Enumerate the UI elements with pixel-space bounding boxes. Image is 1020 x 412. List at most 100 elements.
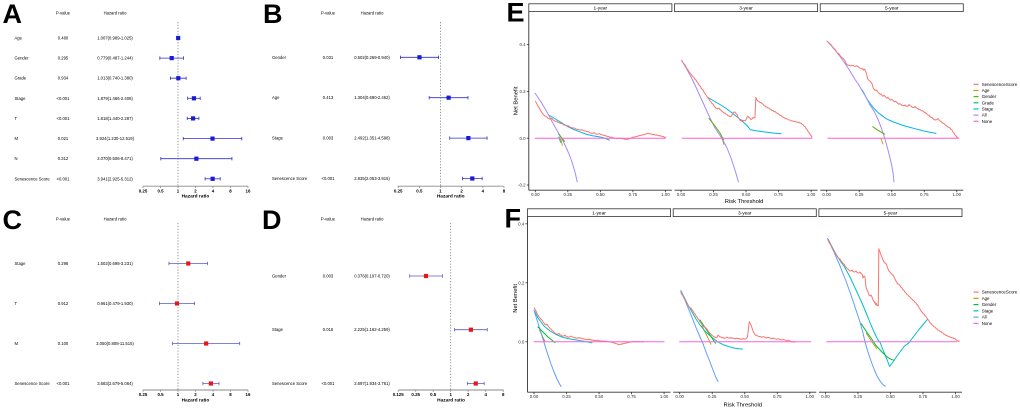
svg-text:<0.001: <0.001 — [57, 116, 71, 121]
svg-text:0.75: 0.75 — [627, 394, 636, 399]
svg-text:0.25: 0.25 — [709, 192, 718, 197]
svg-text:Gender: Gender — [272, 274, 287, 279]
svg-text:Age: Age — [15, 36, 23, 41]
svg-text:1: 1 — [449, 392, 452, 397]
svg-text:<0.001: <0.001 — [57, 176, 71, 181]
svg-text:0.00: 0.00 — [677, 192, 686, 197]
svg-text:0.5: 0.5 — [416, 188, 423, 193]
svg-text:1.879(1.466-2.408): 1.879(1.466-2.408) — [97, 96, 133, 101]
svg-text:1-year: 1-year — [594, 5, 608, 11]
svg-text:Hazard ratio: Hazard ratio — [182, 194, 210, 200]
svg-text:Stage: Stage — [272, 136, 284, 141]
svg-text:0.4: 0.4 — [518, 221, 525, 226]
svg-text:<0.001: <0.001 — [57, 381, 71, 386]
svg-text:1.00: 1.00 — [807, 192, 816, 197]
svg-text:0.25: 0.25 — [562, 394, 571, 399]
svg-text:0.100: 0.100 — [58, 341, 69, 346]
svg-text:All: All — [982, 315, 987, 320]
svg-text:Senescence Score: Senescence Score — [272, 176, 308, 181]
svg-text:0.2: 0.2 — [518, 280, 525, 285]
svg-text:T: T — [15, 116, 18, 121]
svg-text:0.003: 0.003 — [323, 274, 334, 279]
svg-text:4: 4 — [212, 392, 215, 397]
svg-text:P-value: P-value — [321, 11, 336, 16]
svg-text:0.0: 0.0 — [519, 136, 526, 141]
svg-text:0.295: 0.295 — [58, 56, 69, 61]
svg-text:Gender: Gender — [272, 55, 287, 60]
svg-text:0.125: 0.125 — [393, 392, 405, 397]
svg-text:0.031: 0.031 — [323, 55, 334, 60]
svg-text:Gender: Gender — [15, 56, 30, 61]
svg-text:0.50: 0.50 — [595, 394, 604, 399]
svg-text:0.75: 0.75 — [919, 394, 928, 399]
svg-text:Gender: Gender — [982, 94, 997, 99]
svg-text:16: 16 — [246, 392, 251, 397]
svg-text:2: 2 — [194, 188, 197, 193]
svg-text:0.50: 0.50 — [887, 192, 896, 197]
svg-text:0.003: 0.003 — [323, 136, 334, 141]
svg-text:0.2: 0.2 — [519, 89, 526, 94]
svg-text:None: None — [982, 321, 993, 326]
svg-text:Risk Threshold: Risk Threshold — [725, 199, 764, 205]
svg-text:Hazard ratio: Hazard ratio — [104, 217, 127, 222]
svg-text:2.697(1.934-3.761): 2.697(1.934-3.761) — [354, 381, 390, 386]
svg-text:P-value: P-value — [321, 217, 336, 222]
svg-text:N: N — [15, 156, 18, 161]
svg-text:8: 8 — [229, 188, 232, 193]
svg-text:0.25: 0.25 — [855, 192, 864, 197]
svg-text:0.25: 0.25 — [394, 188, 403, 193]
svg-text:<0.001: <0.001 — [322, 176, 336, 181]
svg-text:1.00: 1.00 — [660, 394, 669, 399]
svg-text:0.961(0.479-1.930): 0.961(0.479-1.930) — [97, 301, 133, 306]
svg-text:Senescence Score: Senescence Score — [15, 381, 51, 386]
svg-text:8: 8 — [502, 392, 505, 397]
svg-text:SenescenceScore: SenescenceScore — [982, 82, 1018, 87]
svg-text:1.00: 1.00 — [661, 192, 670, 197]
svg-text:<0.001: <0.001 — [322, 381, 336, 386]
svg-text:0.25: 0.25 — [854, 394, 863, 399]
svg-text:0.25: 0.25 — [139, 188, 148, 193]
svg-text:Hazard ratio: Hazard ratio — [182, 398, 210, 404]
svg-text:1: 1 — [439, 188, 442, 193]
svg-text:Risk Threshold: Risk Threshold — [723, 403, 762, 409]
svg-text:2.225(1.162-4.259): 2.225(1.162-4.259) — [354, 327, 390, 332]
svg-text:Hazard ratio: Hazard ratio — [361, 217, 384, 222]
svg-text:2.070(0.506-8.471): 2.070(0.506-8.471) — [97, 156, 133, 161]
svg-text:Hazard ratio: Hazard ratio — [437, 398, 465, 404]
svg-text:All: All — [982, 113, 987, 118]
svg-text:0.5: 0.5 — [157, 392, 164, 397]
svg-text:0.75: 0.75 — [774, 192, 783, 197]
svg-text:4: 4 — [484, 392, 487, 397]
svg-text:Senescence Score: Senescence Score — [15, 176, 51, 181]
svg-text:Gender: Gender — [982, 302, 997, 307]
svg-text:0.25: 0.25 — [708, 394, 717, 399]
svg-text:Grade: Grade — [15, 76, 27, 81]
svg-text:0.75: 0.75 — [920, 192, 929, 197]
svg-text:Stage: Stage — [15, 261, 27, 266]
svg-text:0.5: 0.5 — [157, 188, 164, 193]
svg-text:1.007(0.989-1.025): 1.007(0.989-1.025) — [97, 36, 133, 41]
svg-text:0.50: 0.50 — [886, 394, 895, 399]
svg-text:2.492(1.351-4.598): 2.492(1.351-4.598) — [354, 136, 390, 141]
svg-text:0.75: 0.75 — [773, 394, 782, 399]
svg-text:1: 1 — [177, 392, 180, 397]
svg-text:T: T — [15, 301, 18, 306]
svg-text:3.941(2.925-5.312): 3.941(2.925-5.312) — [97, 176, 133, 181]
svg-text:None: None — [982, 119, 993, 124]
svg-text:0.00: 0.00 — [530, 394, 539, 399]
svg-text:B: B — [263, 0, 283, 29]
svg-text:Hazard ratio: Hazard ratio — [361, 11, 384, 16]
svg-text:F: F — [505, 204, 522, 234]
svg-text:0.25: 0.25 — [411, 392, 420, 397]
svg-text:P-value: P-value — [56, 11, 71, 16]
svg-text:Age: Age — [982, 88, 990, 93]
svg-text:Age: Age — [272, 95, 280, 100]
svg-text:2: 2 — [467, 392, 470, 397]
svg-text:1.00: 1.00 — [951, 394, 960, 399]
svg-text:Stage: Stage — [15, 96, 27, 101]
svg-text:Hazard ratio: Hazard ratio — [437, 194, 465, 200]
svg-text:1.00: 1.00 — [806, 394, 815, 399]
svg-text:0.934: 0.934 — [58, 76, 69, 81]
svg-text:P-value: P-value — [56, 217, 71, 222]
svg-text:16: 16 — [246, 188, 251, 193]
